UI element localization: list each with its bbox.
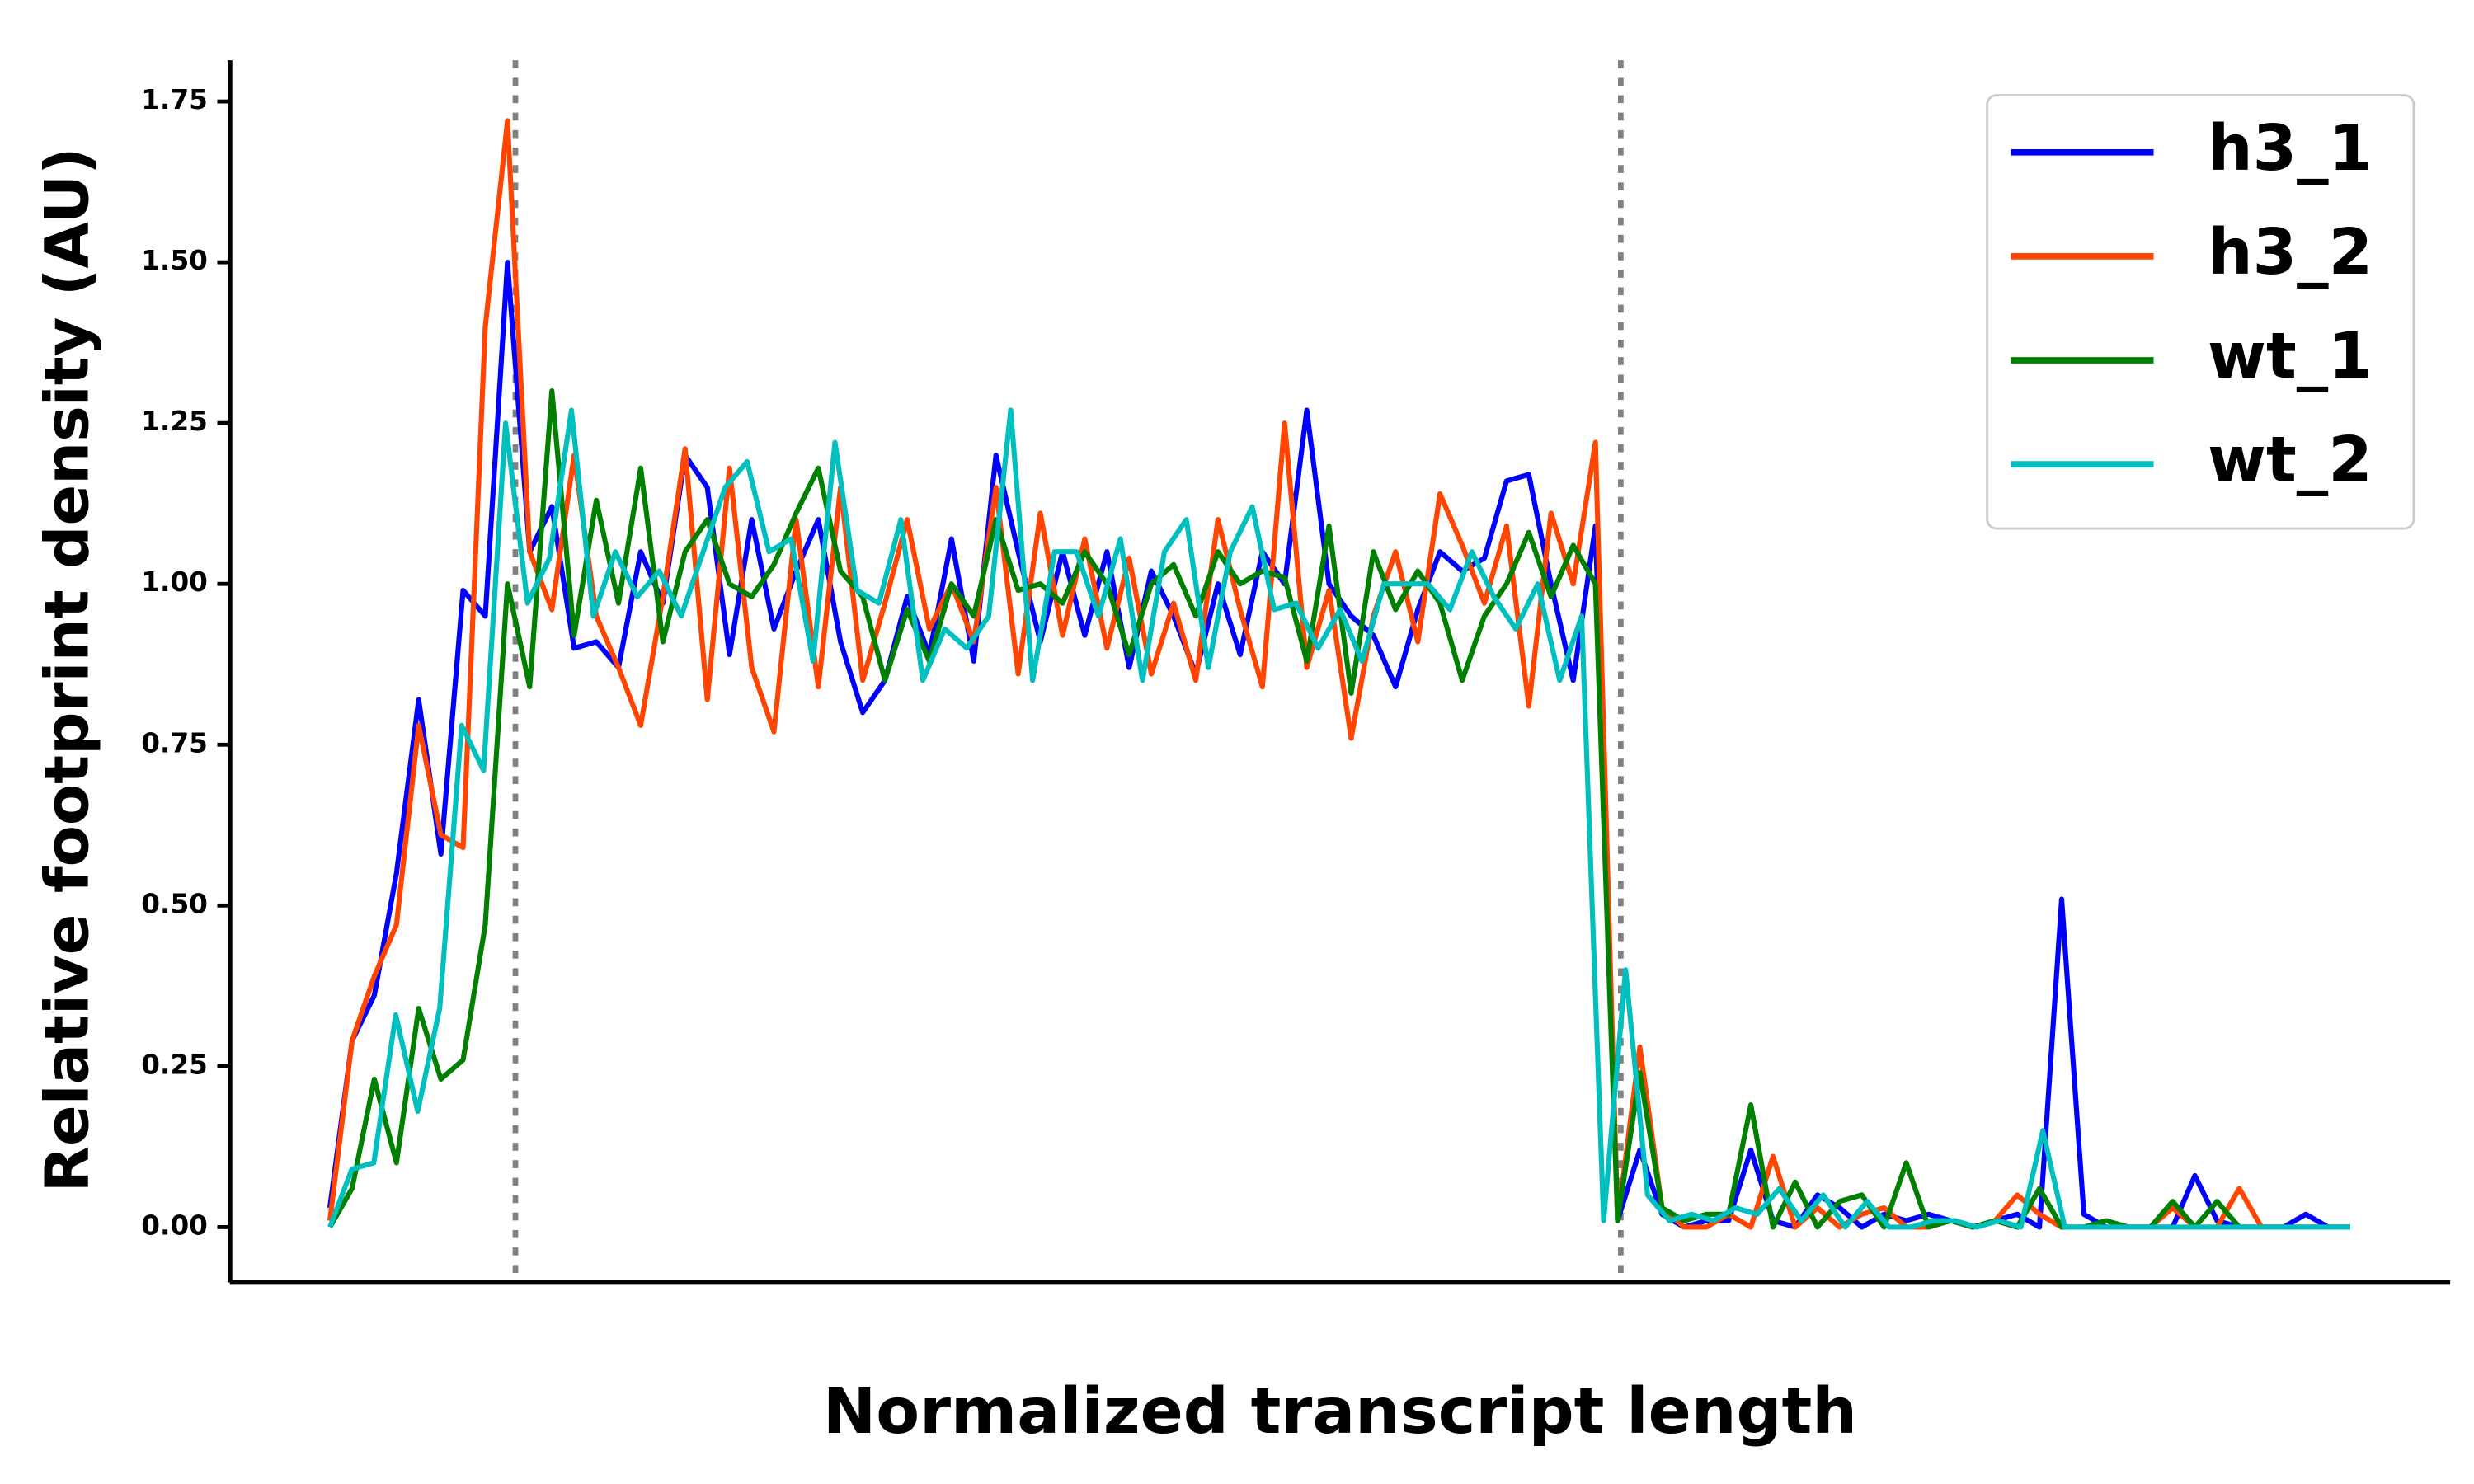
y-tick-label: 1.75 bbox=[141, 84, 208, 115]
y-tick-label: 0.75 bbox=[141, 727, 208, 758]
series-line bbox=[327, 407, 2350, 1230]
y-tick-label: 0.00 bbox=[141, 1209, 208, 1241]
y-axis-label: Relative footprint density (AU) bbox=[33, 147, 103, 1192]
y-tick-label: 1.00 bbox=[141, 566, 208, 598]
series-line bbox=[327, 118, 2350, 1230]
legend-label: h3_1 bbox=[2208, 112, 2373, 186]
legend bbox=[1986, 94, 2415, 530]
legend-label: wt_1 bbox=[2208, 320, 2373, 393]
y-tick-label: 0.50 bbox=[141, 888, 208, 919]
y-tick-label: 1.25 bbox=[141, 406, 208, 437]
x-axis-label: Normalized transcript length bbox=[823, 1375, 1857, 1449]
y-tick-label: 1.50 bbox=[141, 245, 208, 276]
legend-label: h3_2 bbox=[2208, 216, 2373, 289]
y-tick-label: 0.25 bbox=[141, 1049, 208, 1080]
legend-label: wt_2 bbox=[2208, 424, 2373, 497]
plot-area bbox=[327, 118, 2350, 1230]
